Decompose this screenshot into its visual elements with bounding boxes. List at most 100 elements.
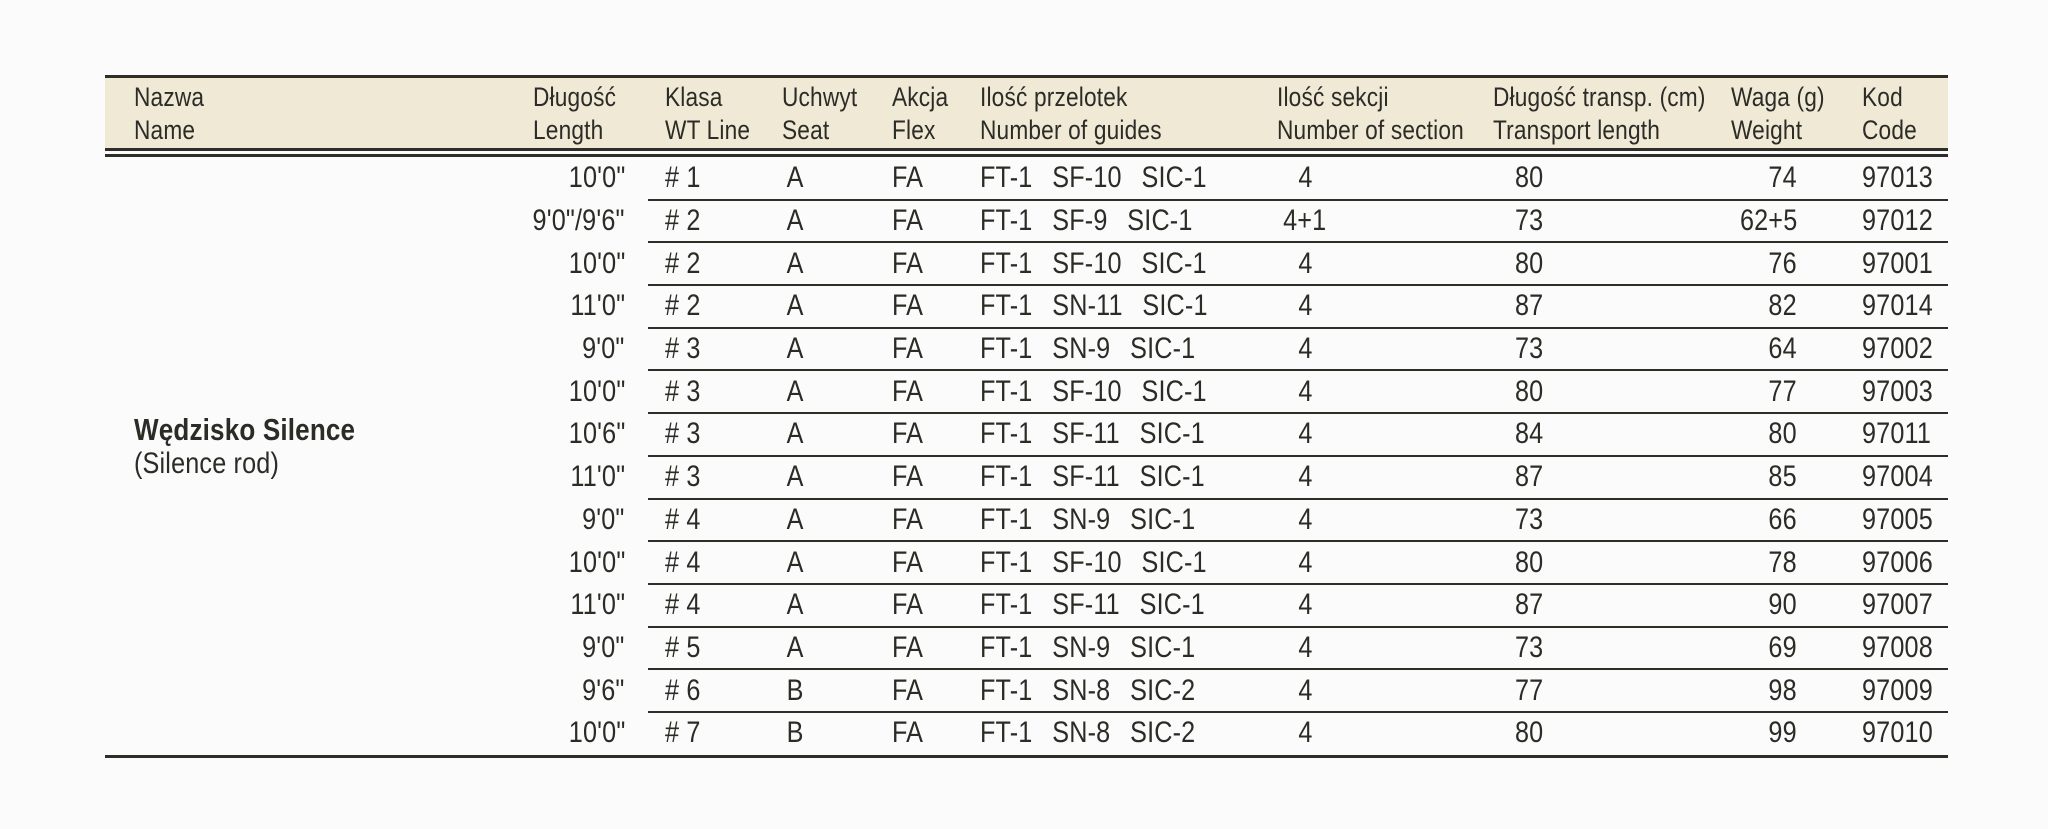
cell-guides: FT-1 SF-11 SIC-1 — [980, 588, 1205, 622]
cell-wt-line: # 2 — [665, 204, 701, 238]
cell-code: 97012 — [1862, 204, 1933, 238]
cell-wt-line: # 3 — [665, 417, 701, 451]
col-header-length-pl: Długość — [533, 82, 617, 112]
cell-transport: 80 — [1515, 716, 1544, 750]
col-header-flex-pl: Akcja — [892, 82, 949, 112]
col-header-seat: Uchwyt Seat — [782, 81, 872, 147]
table-row: 10'0" # 2 A FA FT-1 SF-10 SIC-1 4 80 76 97001 — [105, 242, 1948, 286]
cell-wt-line: # 4 — [665, 545, 701, 579]
table-row: 11'0" # 2 A FA FT-1 SN-11 SIC-1 4 87 82 97014 — [105, 285, 1948, 329]
cell-flex: FA — [892, 716, 924, 750]
cell-sections: 4 — [1297, 545, 1313, 579]
col-header-sections: Ilość sekcji Number of section — [1277, 81, 1500, 147]
col-header-name-pl: Nazwa — [134, 82, 205, 112]
cell-transport: 80 — [1515, 374, 1544, 408]
col-header-wt-line: Klasa WT Line — [665, 81, 766, 147]
col-header-guides-en: Number of guides — [980, 115, 1162, 145]
col-header-flex: Akcja Flex — [892, 81, 959, 147]
cell-sections: 4 — [1297, 716, 1313, 750]
cell-code: 97004 — [1862, 460, 1933, 494]
cell-sections: 4 — [1297, 374, 1313, 408]
col-header-seat-en: Seat — [782, 115, 830, 145]
col-header-name: Nazwa Name — [134, 81, 218, 147]
cell-length: 9'0" — [582, 502, 625, 536]
cell-wt-line: # 4 — [665, 502, 701, 536]
cell-flex: FA — [892, 374, 924, 408]
col-header-weight: Waga (g) Weight — [1731, 81, 1843, 147]
cell-wt-line: # 2 — [665, 246, 701, 280]
cell-length: 10'0" — [568, 246, 625, 280]
cell-flex: FA — [892, 289, 924, 323]
cell-guides: FT-1 SF-11 SIC-1 — [980, 460, 1205, 494]
col-header-weight-en: Weight — [1731, 115, 1803, 145]
cell-code: 97007 — [1862, 588, 1933, 622]
cell-sections: 4 — [1297, 630, 1313, 664]
table-row: 10'0" # 4 A FA FT-1 SF-10 SIC-1 4 80 78 97006 — [105, 541, 1948, 585]
cell-weight: 74 — [1768, 161, 1797, 195]
cell-wt-line: # 2 — [665, 289, 701, 323]
cell-length: 10'6" — [568, 417, 625, 451]
cell-seat: A — [786, 246, 804, 280]
cell-wt-line: # 5 — [665, 630, 701, 664]
table-row: 9'0"/9'6" # 2 A FA FT-1 SF-9 SIC-1 4+1 73 62+5 9… — [105, 200, 1948, 244]
cell-code: 97010 — [1862, 716, 1933, 750]
col-header-transport-pl: Długość transp. (cm) — [1493, 82, 1706, 112]
cell-seat: A — [786, 630, 804, 664]
cell-wt-line: # 6 — [665, 673, 701, 707]
col-header-wt-line-pl: Klasa — [665, 82, 723, 112]
col-header-wt-line-en: WT Line — [665, 115, 751, 145]
cell-seat: A — [786, 161, 804, 195]
cell-transport: 73 — [1515, 332, 1544, 366]
cell-flex: FA — [892, 588, 924, 622]
table-row: 9'0" # 4 A FA FT-1 SN-9 SIC-1 4 73 66 97005 — [105, 499, 1948, 542]
cell-weight: 82 — [1768, 289, 1797, 323]
cell-guides: FT-1 SN-8 SIC-2 — [980, 673, 1196, 707]
cell-wt-line: # 3 — [665, 332, 701, 366]
cell-code: 97006 — [1862, 545, 1933, 579]
cell-code: 97008 — [1862, 630, 1933, 664]
cell-weight: 64 — [1768, 332, 1797, 366]
cell-sections: 4 — [1297, 332, 1313, 366]
col-header-flex-en: Flex — [892, 115, 936, 145]
cell-length: 9'6" — [582, 673, 625, 707]
product-name-pl: Wędzisko Silence — [134, 412, 356, 447]
table-row: 10'0" # 1 A FA FT-1 SF-10 SIC-1 4 80 74 97013 — [105, 157, 1948, 201]
col-header-transport-en: Transport length — [1493, 115, 1661, 145]
table-row: 9'0" # 3 A FA FT-1 SN-9 SIC-1 4 73 64 97002 — [105, 328, 1948, 372]
product-name-block: Wędzisko Silence (Silence rod) — [134, 413, 397, 481]
cell-code: 97011 — [1862, 417, 1932, 451]
cell-flex: FA — [892, 204, 924, 238]
cell-guides: FT-1 SF-10 SIC-1 — [980, 374, 1207, 408]
cell-flex: FA — [892, 545, 924, 579]
cell-guides: FT-1 SF-9 SIC-1 — [980, 204, 1193, 238]
cell-transport: 80 — [1515, 545, 1544, 579]
cell-weight: 85 — [1768, 460, 1797, 494]
cell-guides: FT-1 SN-9 SIC-1 — [980, 332, 1196, 366]
cell-code: 97001 — [1862, 246, 1933, 280]
cell-weight: 78 — [1768, 545, 1797, 579]
table-row: 11'0" # 4 A FA FT-1 SF-11 SIC-1 4 87 90 97007 — [105, 584, 1948, 628]
cell-seat: A — [786, 374, 804, 408]
cell-transport: 87 — [1515, 289, 1544, 323]
cell-length: 10'0" — [568, 716, 625, 750]
cell-transport: 73 — [1515, 630, 1544, 664]
cell-flex: FA — [892, 246, 924, 280]
cell-transport: 87 — [1515, 588, 1544, 622]
col-header-seat-pl: Uchwyt — [782, 82, 858, 112]
col-header-code-en: Code — [1862, 115, 1917, 145]
cell-sections: 4 — [1297, 673, 1313, 707]
cell-length: 11'0" — [570, 588, 625, 622]
cell-guides: FT-1 SF-10 SIC-1 — [980, 246, 1207, 280]
col-header-sections-en: Number of section — [1277, 115, 1464, 145]
cell-seat: A — [786, 460, 804, 494]
col-header-guides: Ilość przelotek Number of guides — [980, 81, 1196, 147]
col-header-code-pl: Kod — [1862, 82, 1903, 112]
table-top-border — [105, 75, 1948, 78]
cell-wt-line: # 1 — [665, 161, 701, 195]
cell-weight: 90 — [1768, 588, 1797, 622]
cell-guides: FT-1 SF-11 SIC-1 — [980, 417, 1205, 451]
cell-seat: A — [786, 204, 804, 238]
cell-sections: 4 — [1297, 161, 1313, 195]
cell-wt-line: # 4 — [665, 588, 701, 622]
cell-length: 10'0" — [568, 374, 625, 408]
